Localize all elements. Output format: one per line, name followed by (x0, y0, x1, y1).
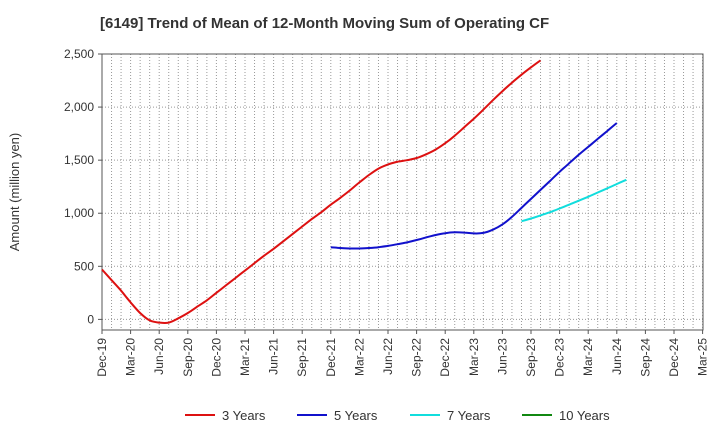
x-tick-label: Dec-24 (667, 338, 681, 377)
legend-item-3-years: 3 Years (185, 408, 266, 423)
x-tick-label: Sep-20 (181, 338, 195, 377)
x-tick-label: Dec-21 (324, 338, 338, 377)
x-tick-label: Mar-25 (696, 338, 710, 376)
x-tick-label: Mar-24 (581, 338, 595, 376)
x-tick-label: Jun-23 (495, 338, 509, 375)
y-tick-label: 0 (87, 312, 94, 326)
x-tick-label: Dec-19 (95, 338, 109, 377)
legend-item-7-years: 7 Years (410, 408, 491, 423)
x-tick-label: Jun-20 (152, 338, 166, 375)
legend-label-10-years: 10 Years (559, 408, 610, 423)
x-tick-label: Mar-22 (352, 338, 366, 376)
x-tick-label: Sep-24 (638, 338, 652, 377)
y-tick-label: 1,500 (64, 153, 94, 167)
gridlines (101, 53, 704, 330)
series-line-3-years (101, 59, 542, 324)
x-tick-label: Mar-20 (124, 338, 138, 376)
chart-title: [6149] Trend of Mean of 12-Month Moving … (100, 15, 549, 32)
y-tick-label: 2,000 (64, 100, 94, 114)
legend-label-3-years: 3 Years (222, 408, 266, 423)
x-tick-label: Sep-22 (410, 338, 424, 377)
x-tick-label: Dec-22 (438, 338, 452, 377)
x-axis: Dec-19 Mar-20 Jun-20 Sep-20 Dec-20 Mar-21 Jun-… (95, 330, 710, 377)
x-tick-label: Sep-21 (295, 338, 309, 377)
y-tick-label: 500 (74, 259, 94, 273)
y-tick-label: 2,500 (64, 47, 94, 61)
x-tick-label: Dec-20 (209, 338, 223, 377)
x-tick-label: Dec-23 (553, 338, 567, 377)
series-line-5-years (330, 122, 618, 250)
x-tick-label: Jun-22 (381, 338, 395, 375)
y-tick-label: 1,000 (64, 206, 94, 220)
y-axis: 0 500 1,000 1,500 2,000 2,500 (64, 47, 102, 326)
plot-area (101, 53, 704, 331)
legend-label-7-years: 7 Years (447, 408, 491, 423)
legend-item-5-years: 5 Years (297, 408, 378, 423)
legend: 3 Years 5 Years 7 Years 10 Years (185, 408, 610, 423)
series-line-7-years (521, 178, 627, 223)
x-tick-label: Mar-21 (238, 338, 252, 376)
y-axis-label: Amount (million yen) (7, 133, 22, 252)
legend-label-5-years: 5 Years (334, 408, 378, 423)
legend-item-10-years: 10 Years (522, 408, 610, 423)
x-tick-label: Jun-21 (267, 338, 281, 375)
x-tick-label: Jun-24 (610, 338, 624, 375)
x-tick-label: Sep-23 (524, 338, 538, 377)
x-tick-label: Mar-23 (467, 338, 481, 376)
series-lines (101, 59, 627, 324)
